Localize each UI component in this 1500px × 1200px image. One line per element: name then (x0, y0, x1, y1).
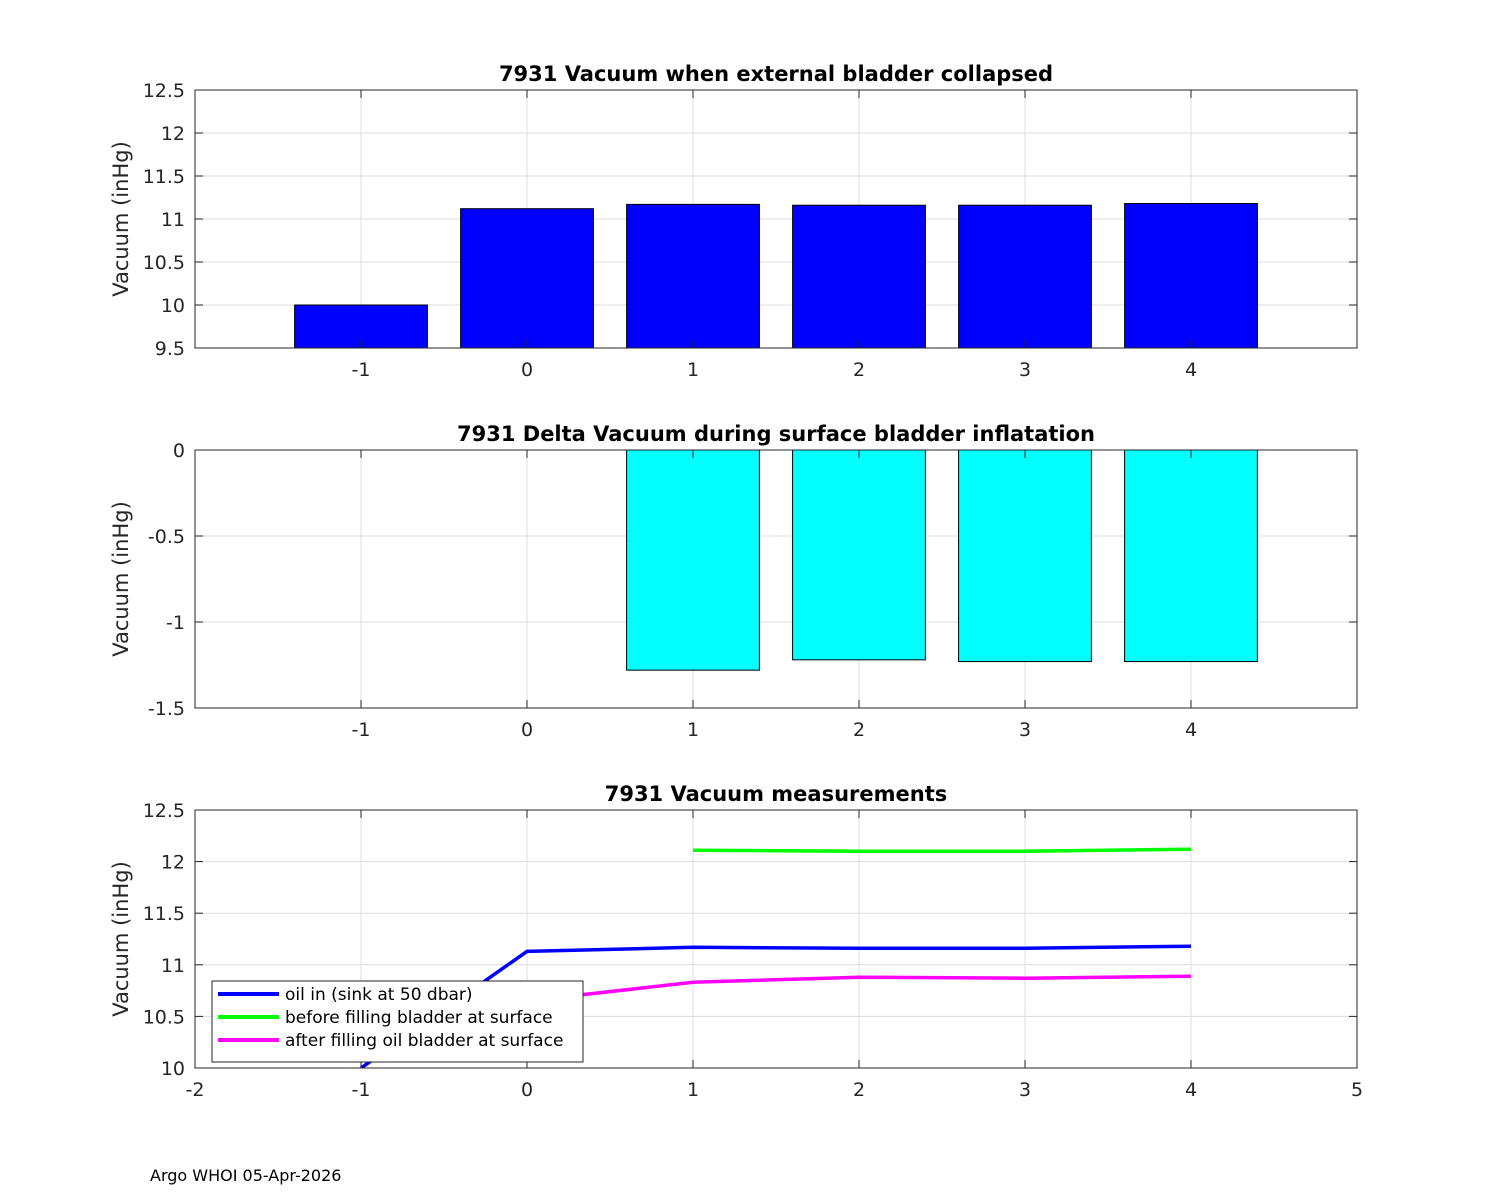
axes-box (194, 809, 1358, 1069)
y-tick-label: 10 (161, 295, 185, 317)
x-tick-label: 2 (853, 1079, 865, 1101)
bar (1124, 449, 1258, 663)
y-tick-label: 9.5 (155, 338, 185, 360)
bar (460, 208, 594, 349)
x-tick-label: -2 (186, 1079, 205, 1101)
x-tick-label: 2 (853, 359, 865, 381)
series-line (526, 974, 1192, 1003)
x-tick-label: 4 (1185, 719, 1197, 741)
x-tick-label: -1 (352, 719, 371, 741)
y-tick-label: 12.5 (143, 80, 185, 102)
x-tick-label: -1 (352, 1079, 371, 1101)
x-tick-label: 1 (687, 719, 699, 741)
legend-label: after filling oil bladder at surface (285, 1031, 563, 1051)
x-tick-label: 4 (1185, 1079, 1197, 1101)
bar (626, 449, 760, 671)
chart-panel-2: -1 0 1 2 3 4 -1.5 -1 -0.5 0 7931 Delta Vacuum duri… (109, 422, 1358, 741)
bar (792, 449, 926, 661)
x-tick-label: 3 (1019, 719, 1031, 741)
bar (958, 204, 1092, 349)
bar (1124, 203, 1258, 349)
y-tick-label: 11.5 (143, 903, 185, 925)
y-tick-label: 12.5 (143, 800, 185, 822)
legend-label: oil in (sink at 50 dbar) (285, 985, 473, 1005)
x-tick-label: 2 (853, 719, 865, 741)
y-tick-label: -0.5 (148, 526, 185, 548)
x-tick-label: 3 (1019, 359, 1031, 381)
x-tick-label: 1 (687, 359, 699, 381)
y-tick-label: 10.5 (143, 1006, 185, 1028)
chart-title: 7931 Vacuum measurements (605, 782, 948, 806)
x-tick-label: 5 (1351, 1079, 1363, 1101)
footer-text: Argo WHOI 05-Apr-2026 (150, 1166, 342, 1185)
x-tick-label: 4 (1185, 359, 1197, 381)
y-tick-label: 10 (161, 1058, 185, 1080)
y-tick-label: 12 (161, 852, 185, 874)
y-tick-label: -1.5 (148, 698, 185, 720)
legend: oil in (sink at 50 dbar) before filling b… (211, 980, 584, 1063)
axes-box (194, 449, 1358, 709)
y-axis-label: Vacuum (inHg) (109, 501, 133, 657)
x-tick-label: 1 (687, 1079, 699, 1101)
y-tick-label: -1 (166, 612, 185, 634)
x-tick-label: -1 (352, 359, 371, 381)
y-tick-label: 0 (173, 440, 185, 462)
bar (626, 203, 760, 349)
y-tick-label: 11.5 (143, 166, 185, 188)
bar (792, 204, 926, 349)
x-tick-label: 0 (521, 359, 533, 381)
series-line (359, 944, 1192, 1068)
legend-label: before filling bladder at surface (285, 1008, 553, 1028)
bar (958, 449, 1092, 663)
y-axis-label: Vacuum (inHg) (109, 861, 133, 1017)
y-axis-label: Vacuum (inHg) (109, 141, 133, 297)
series-line (692, 847, 1192, 854)
y-tick-label: 10.5 (143, 252, 185, 274)
chart-title: 7931 Delta Vacuum during surface bladder… (457, 422, 1095, 446)
y-tick-label: 12 (161, 123, 185, 145)
x-tick-label: 0 (521, 1079, 533, 1101)
x-tick-label: 3 (1019, 1079, 1031, 1101)
y-tick-label: 11 (161, 209, 185, 231)
y-tick-label: 11 (161, 955, 185, 977)
chart-title: 7931 Vacuum when external bladder collap… (499, 62, 1053, 86)
x-tick-label: 0 (521, 719, 533, 741)
